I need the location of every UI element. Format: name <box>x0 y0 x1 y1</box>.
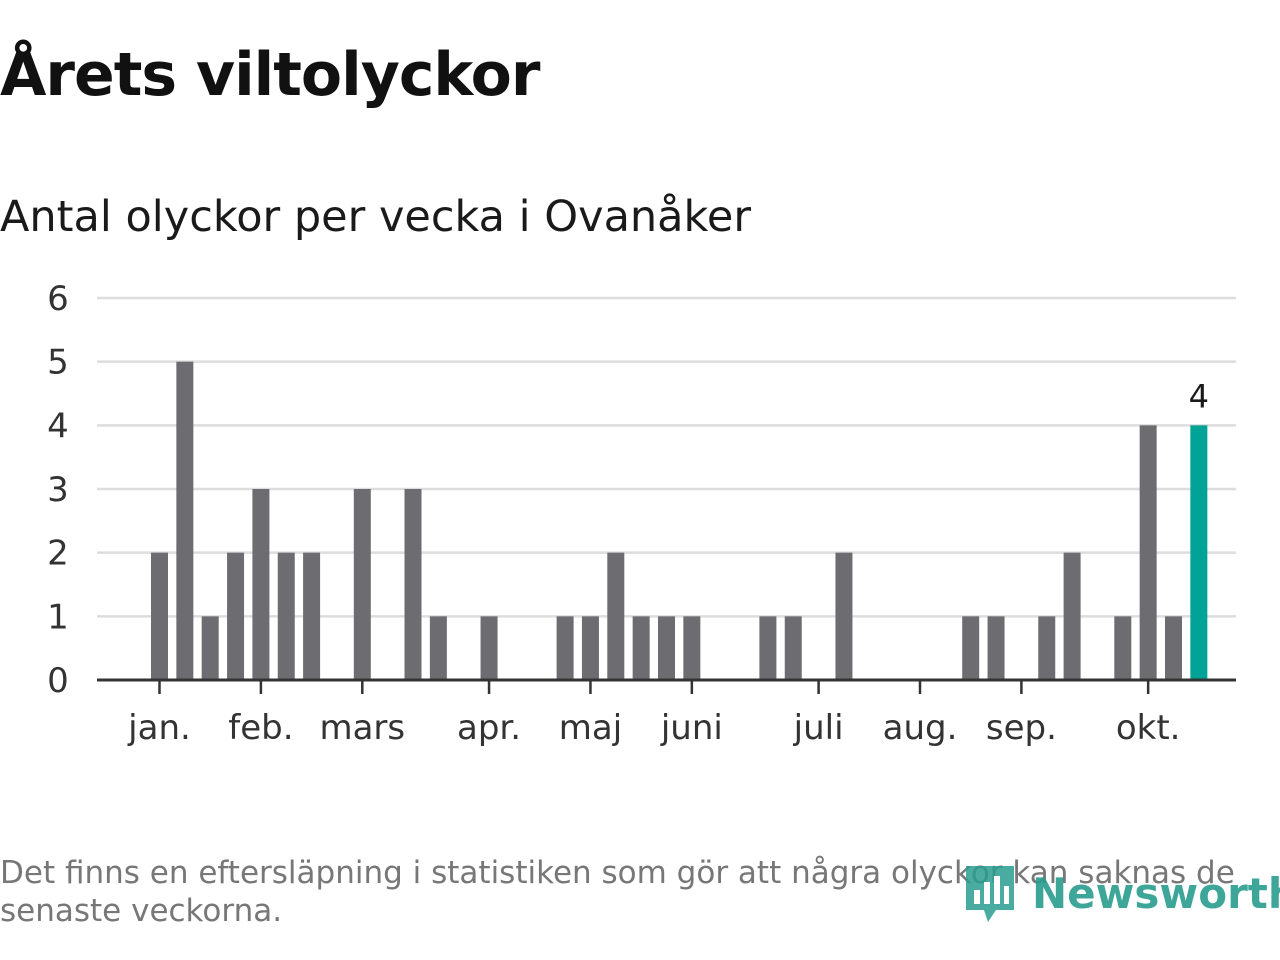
brand-name: Newsworthy <box>1032 868 1280 918</box>
bar-chart: 0 1 2 3 4 5 6 jan. feb. mars apr. maj juni juli aug. s… <box>47 279 1236 748</box>
footnote: Det finns en eftersläpning i statistiken… <box>0 855 1235 929</box>
bars <box>151 361 1208 680</box>
bar <box>607 552 625 680</box>
chart-subtitle: Antal olyckor per vecka i Ovanåker <box>0 192 752 242</box>
bar <box>556 616 574 680</box>
newsworthy-logo-icon <box>966 866 1014 922</box>
bar <box>151 552 168 680</box>
bar <box>1038 616 1056 680</box>
brand-logo: Newsworthy <box>962 858 1280 928</box>
x-tick-label: sep. <box>986 708 1057 748</box>
y-tick-label: 0 <box>47 661 69 701</box>
bar <box>480 616 498 680</box>
bar <box>987 616 1005 680</box>
y-tick-label: 2 <box>47 534 69 574</box>
y-tick-label: 1 <box>47 597 69 637</box>
bar <box>759 616 777 680</box>
y-axis-ticks: 0 1 2 3 4 5 6 <box>47 279 69 701</box>
x-tick-label: feb. <box>228 708 293 748</box>
bar <box>962 616 980 680</box>
bar <box>835 552 853 680</box>
x-tick-label: maj <box>559 708 622 748</box>
bar <box>784 616 802 680</box>
x-tick-label: apr. <box>457 708 521 748</box>
data-label: 4 <box>1189 377 1209 415</box>
bar <box>201 616 219 680</box>
chart-title: Årets viltolyckor <box>0 40 540 110</box>
bar <box>176 361 194 680</box>
bar <box>353 489 371 680</box>
bar <box>683 616 701 680</box>
y-tick-label: 5 <box>47 343 69 383</box>
bar <box>1114 616 1132 680</box>
bar <box>252 489 270 680</box>
y-tick-label: 3 <box>47 470 69 510</box>
x-tick-label: mars <box>319 708 405 748</box>
bar <box>632 616 650 680</box>
bar <box>658 616 675 680</box>
x-tick-label: okt. <box>1116 708 1181 748</box>
x-tick-label: aug. <box>883 708 958 748</box>
x-axis-month-labels: jan. feb. mars apr. maj juni juli aug. sep. okt. <box>127 708 1180 748</box>
y-tick-label: 4 <box>47 406 69 446</box>
bar <box>303 552 321 680</box>
data-labels: 4 <box>1189 377 1209 415</box>
x-axis <box>97 678 1236 694</box>
bar <box>429 616 447 680</box>
bar <box>1063 552 1081 680</box>
bar-highlight <box>1190 425 1208 680</box>
bar <box>277 552 295 680</box>
bar <box>1165 616 1182 680</box>
y-tick-label: 6 <box>47 279 69 319</box>
bar <box>404 489 422 680</box>
bar <box>581 616 599 680</box>
bar <box>1139 425 1157 680</box>
bar <box>227 552 245 680</box>
x-tick-label: juli <box>793 708 844 748</box>
x-tick-label: juni <box>660 708 723 748</box>
x-tick-label: jan. <box>127 708 191 748</box>
